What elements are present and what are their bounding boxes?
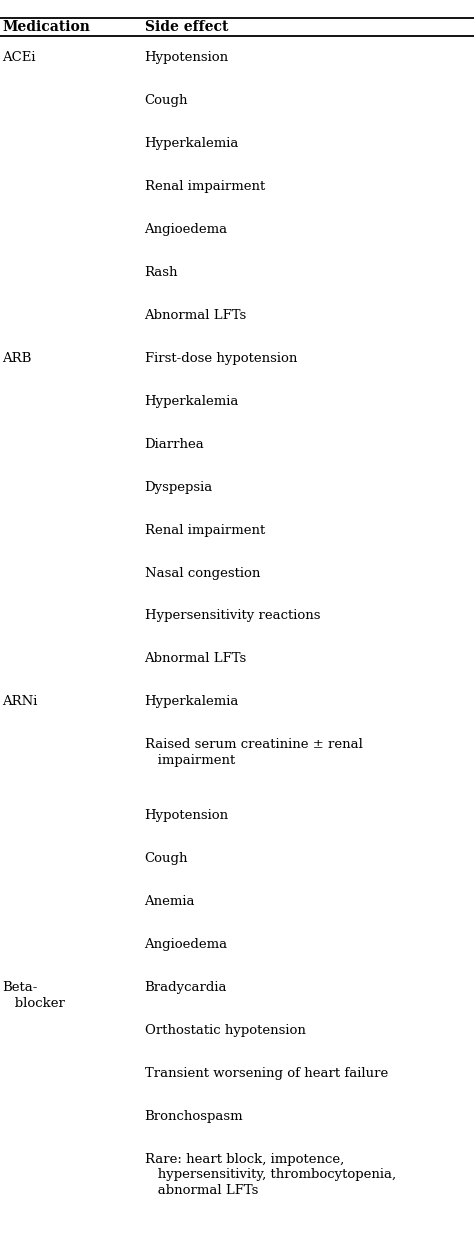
Text: Hyperkalemia: Hyperkalemia [145,394,239,408]
Text: Hyperkalemia: Hyperkalemia [145,696,239,708]
Text: Abnormal LFTs: Abnormal LFTs [145,652,247,666]
Text: Bronchospasm: Bronchospasm [145,1110,243,1123]
Text: Hypotension: Hypotension [145,51,228,64]
Text: Transient worsening of heart failure: Transient worsening of heart failure [145,1068,388,1080]
Text: First-dose hypotension: First-dose hypotension [145,352,297,365]
Text: Side effect: Side effect [145,20,228,34]
Text: ACEi: ACEi [2,51,36,64]
Text: Rash: Rash [145,266,178,279]
Text: Dyspepsia: Dyspepsia [145,481,213,494]
Text: Rare: heart block, impotence,
   hypersensitivity, thrombocytopenia,
   abnormal: Rare: heart block, impotence, hypersensi… [145,1153,396,1197]
Text: Hypersensitivity reactions: Hypersensitivity reactions [145,609,320,623]
Text: Cough: Cough [145,94,188,107]
Text: Cough: Cough [145,853,188,865]
Text: Orthostatic hypotension: Orthostatic hypotension [145,1024,305,1037]
Text: Hypotension: Hypotension [145,809,228,823]
Text: ARB: ARB [2,352,32,365]
Text: Bradycardia: Bradycardia [145,981,227,995]
Text: ARNi: ARNi [2,696,38,708]
Text: Diarrhea: Diarrhea [145,438,204,451]
Text: Anemia: Anemia [145,896,195,908]
Text: Nasal congestion: Nasal congestion [145,566,260,579]
Text: Medication: Medication [2,20,90,34]
Text: Renal impairment: Renal impairment [145,524,265,536]
Text: Angioedema: Angioedema [145,224,228,236]
Text: Renal impairment: Renal impairment [145,180,265,193]
Text: Abnormal LFTs: Abnormal LFTs [145,309,247,322]
Text: Raised serum creatinine ± renal
   impairment: Raised serum creatinine ± renal impairme… [145,739,363,766]
Text: Beta-
   blocker: Beta- blocker [2,981,65,1010]
Text: Angioedema: Angioedema [145,938,228,951]
Text: Hyperkalemia: Hyperkalemia [145,137,239,151]
